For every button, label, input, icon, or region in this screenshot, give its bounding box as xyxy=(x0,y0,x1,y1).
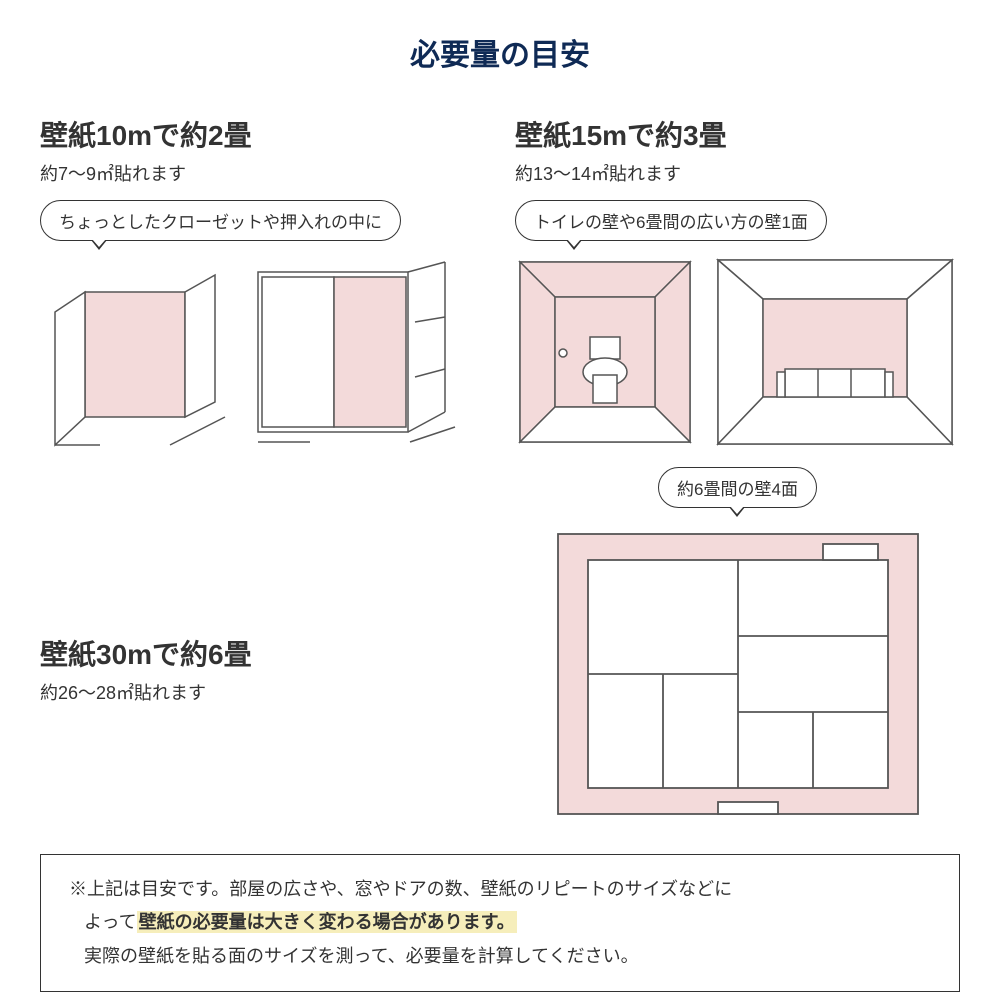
note-line-2-pre: よって xyxy=(84,912,137,932)
heading-30m: 壁紙30mで約6畳 xyxy=(40,633,485,673)
note-highlight: 壁紙の必要量は大きく変わる場合があります。 xyxy=(137,911,517,933)
sub-30m: 約26〜28㎡貼れます xyxy=(40,679,485,705)
bubble-15m: トイレの壁や6畳間の広い方の壁1面 xyxy=(515,200,827,241)
section-10m: 壁紙10mで約2畳 約7〜9㎡貼れます ちょっとしたクローゼットや押入れの中に xyxy=(40,114,485,447)
heading-15m: 壁紙15mで約3畳 xyxy=(515,114,960,154)
room-floorplan-icon xyxy=(548,524,928,824)
toilet-room-icon xyxy=(515,257,695,447)
note-line-2: よって壁紙の必要量は大きく変わる場合があります。 xyxy=(69,906,931,939)
heading-10m: 壁紙10mで約2畳 xyxy=(40,114,485,154)
bubble-10m: ちょっとしたクローゼットや押入れの中に xyxy=(40,200,401,241)
sub-15m: 約13〜14㎡貼れます xyxy=(515,160,960,186)
section-30m-illustration: 約6畳間の壁4面 xyxy=(515,467,960,824)
note-line-1: ※上記は目安です。部屋の広さや、窓やドアの数、壁紙のリピートのサイズなどに xyxy=(69,873,931,906)
note-line-3: 実際の壁紙を貼る面のサイズを測って、必要量を計算してください。 xyxy=(69,940,931,973)
closet-sliding-icon xyxy=(250,257,470,447)
illus-15m xyxy=(515,257,960,447)
living-room-icon xyxy=(715,257,955,447)
note-line-3-text: 実際の壁紙を貼る面のサイズを測って、必要量を計算してください。 xyxy=(84,946,639,966)
section-15m: 壁紙15mで約3畳 約13〜14㎡貼れます トイレの壁や6畳間の広い方の壁1面 xyxy=(515,114,960,447)
page-title: 必要量の目安 xyxy=(40,30,960,74)
sub-10m: 約7〜9㎡貼れます xyxy=(40,160,485,186)
content-grid: 壁紙10mで約2畳 約7〜9㎡貼れます ちょっとしたクローゼットや押入れの中に xyxy=(40,114,960,824)
section-30m: 壁紙30mで約6畳 約26〜28㎡貼れます xyxy=(40,573,485,719)
closet-open-icon xyxy=(40,257,230,447)
bubble-30m: 約6畳間の壁4面 xyxy=(658,467,817,508)
note-box: ※上記は目安です。部屋の広さや、窓やドアの数、壁紙のリピートのサイズなどに よっ… xyxy=(40,854,960,992)
illus-10m xyxy=(40,257,485,447)
